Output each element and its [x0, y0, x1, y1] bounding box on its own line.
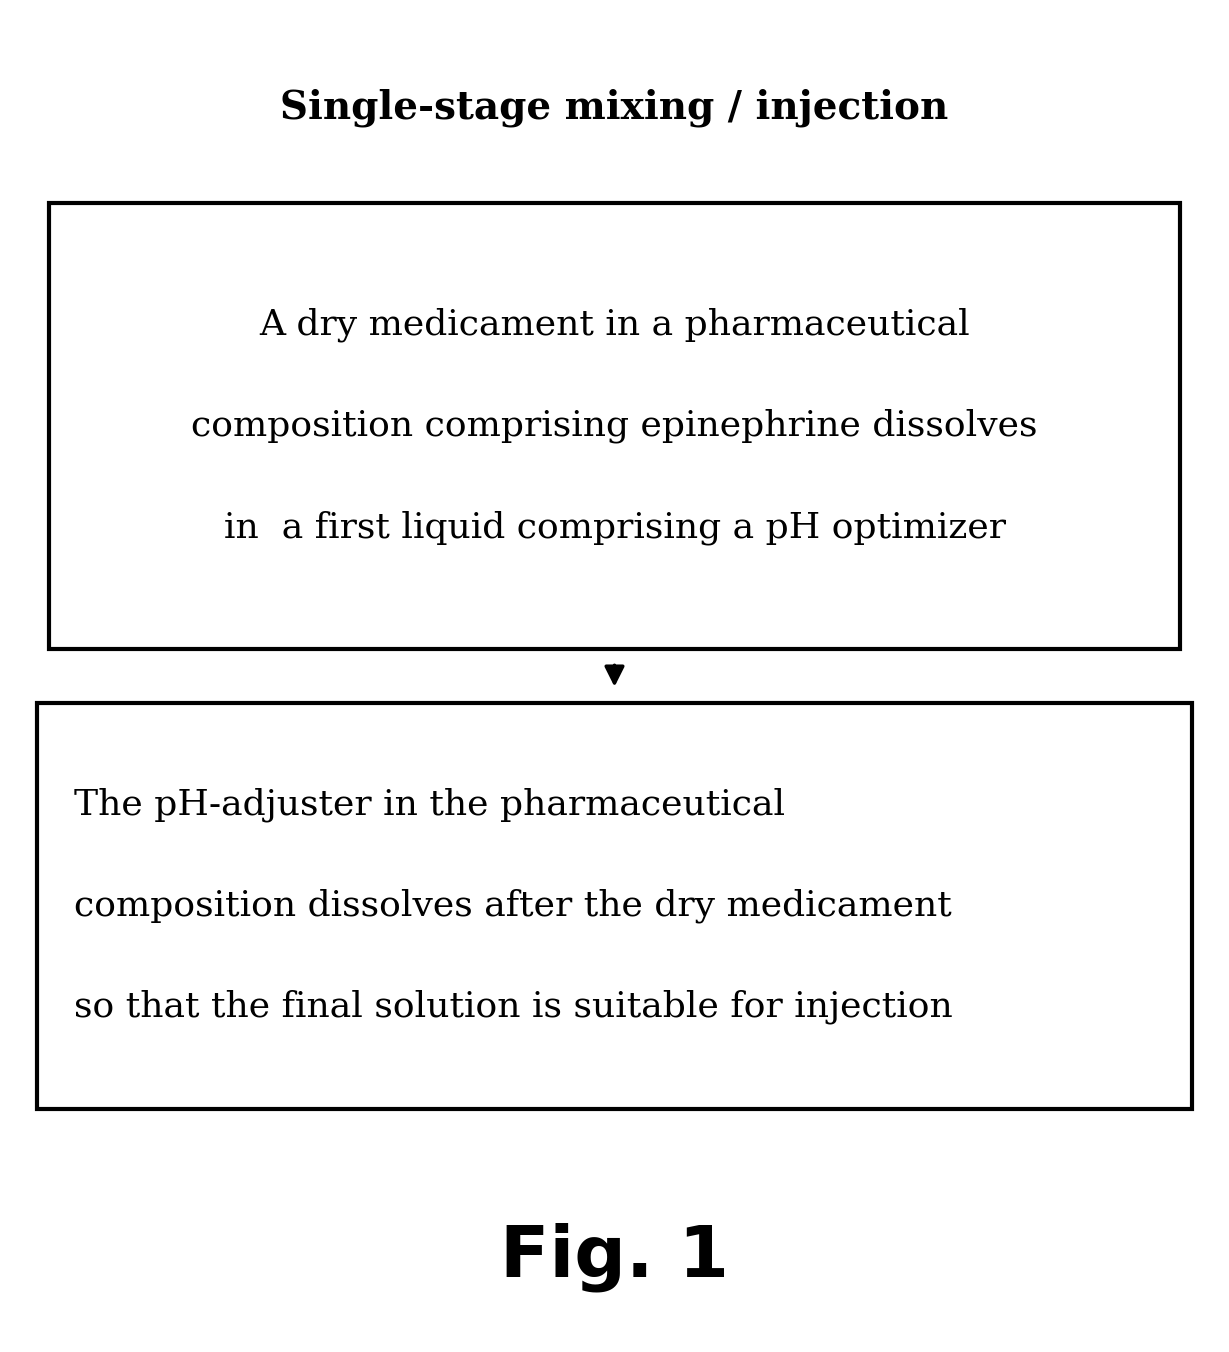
Text: so that the final solution is suitable for injection: so that the final solution is suitable f…: [74, 990, 952, 1025]
Text: Single-stage mixing / injection: Single-stage mixing / injection: [280, 89, 949, 127]
Text: The pH-adjuster in the pharmaceutical: The pH-adjuster in the pharmaceutical: [74, 787, 785, 822]
FancyBboxPatch shape: [37, 703, 1192, 1109]
Text: composition dissolves after the dry medicament: composition dissolves after the dry medi…: [74, 888, 951, 923]
Text: in  a first liquid comprising a pH optimizer: in a first liquid comprising a pH optimi…: [224, 510, 1005, 545]
Text: composition comprising epinephrine dissolves: composition comprising epinephrine disso…: [192, 408, 1037, 443]
Text: Fig. 1: Fig. 1: [500, 1222, 729, 1293]
FancyBboxPatch shape: [49, 203, 1180, 649]
Text: A dry medicament in a pharmaceutical: A dry medicament in a pharmaceutical: [259, 307, 970, 342]
